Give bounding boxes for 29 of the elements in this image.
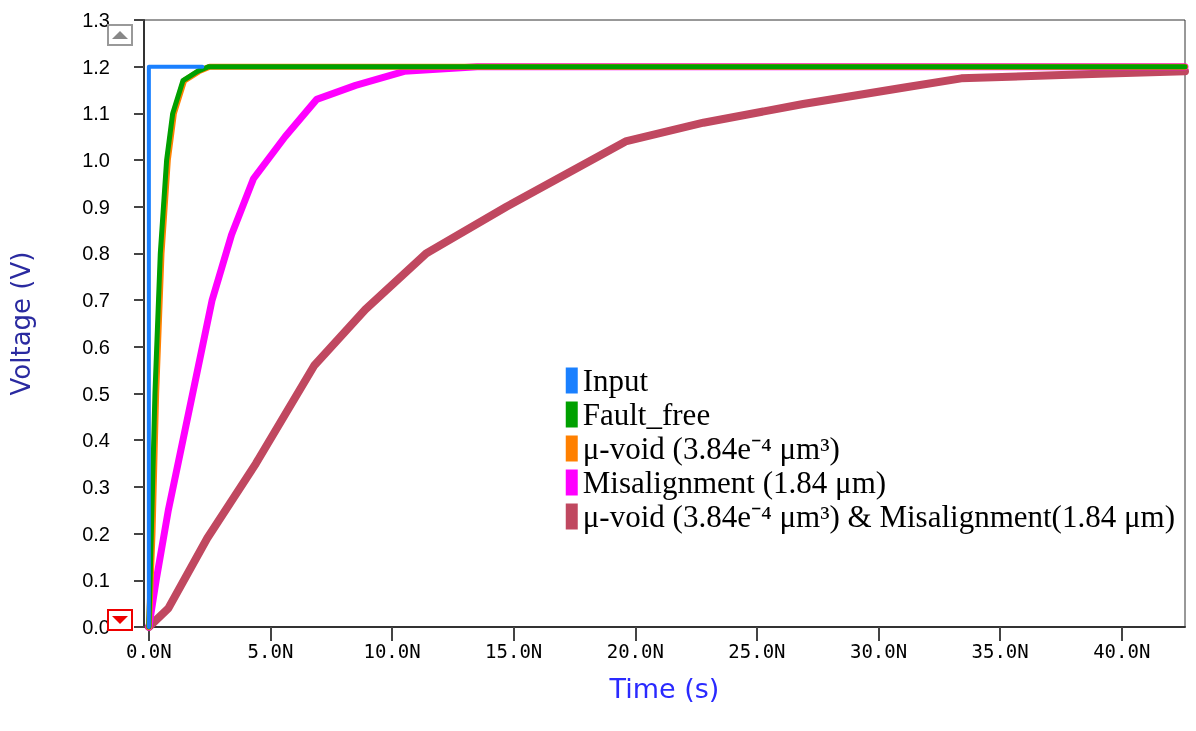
y-tick-label: 1.3 [82,9,110,31]
legend-label: Misalignment (1.84 μm) [582,465,887,500]
x-tick-label: 35.0N [971,639,1029,662]
y-tick-label: 0.4 [82,429,110,452]
legend-label: Fault_free [582,397,711,432]
y-tick-label: 0.3 [82,475,110,498]
y-tick-label: 1.0 [82,149,110,172]
y-axis-title: Voltage (V) [6,251,36,396]
x-tick-label: 25.0N [728,639,786,662]
y-tick-label: 0.2 [82,522,110,545]
y-tick-label: 0.7 [82,289,110,312]
y-tick-label: 0.5 [82,382,110,405]
x-axis-title: Time (s) [608,673,720,704]
legend-label: μ-void (3.84e⁻⁴ μm³) & Misalignment(1.84 μm) [582,499,1175,534]
x-tick-label: 15.0N [485,639,543,662]
y-tick-label: 1.2 [82,55,110,78]
x-tick-label: 5.0N [247,639,294,662]
y-tick-label: 0.8 [82,242,110,265]
y-tick-label: 1.1 [82,102,110,125]
y-tick-label: 0.6 [82,335,110,358]
x-tick-label: 30.0N [849,639,908,662]
x-tick-label: 40.0N [1093,639,1151,662]
legend-label: Input [582,363,649,398]
x-tick-label: 10.0N [363,639,421,662]
legend-label: μ-void (3.84e⁻⁴ μm³) [582,431,840,466]
x-tick-label: 0.0N [125,639,172,662]
x-tick-label: 20.0N [606,639,664,662]
y-tick-label: 0.1 [82,569,110,592]
y-tick-label: 0.9 [82,195,110,218]
